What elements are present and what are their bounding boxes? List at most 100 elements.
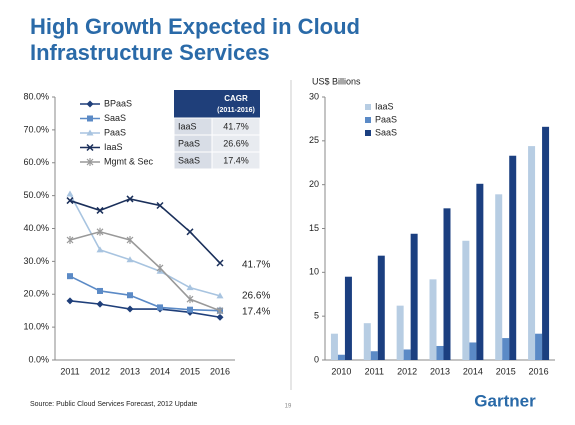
marker	[186, 295, 194, 304]
bar	[495, 194, 503, 360]
x-tick-label: 2014	[150, 366, 170, 376]
line	[69, 193, 221, 297]
legend-label: IaaS	[375, 101, 394, 111]
y-tick-label: 0	[314, 354, 319, 364]
bar	[337, 354, 345, 360]
legend-label: PaaS	[375, 114, 397, 124]
y-tick-label: 20	[309, 179, 319, 189]
line	[69, 300, 221, 319]
y-axis-label: US$ Billions	[312, 76, 361, 86]
y-tick-label: 70.0%	[23, 124, 49, 134]
bar	[535, 333, 543, 360]
logo: Gartner	[474, 391, 536, 410]
y-tick-label: 25	[309, 135, 319, 145]
bar	[396, 305, 404, 360]
source: Source: Public Cloud Services Forecast, …	[30, 401, 197, 408]
x-tick-label: 2010	[331, 366, 351, 376]
bar	[509, 155, 517, 360]
bar	[443, 208, 451, 360]
marker	[66, 297, 74, 305]
table-text: SaaS	[178, 155, 200, 165]
table-cell	[211, 151, 261, 170]
y-tick-label: 30.0%	[23, 256, 49, 266]
y-tick-label: 40.0%	[23, 223, 49, 233]
marker	[86, 158, 94, 166]
marker	[216, 306, 224, 315]
x-tick-label: 2013	[430, 366, 450, 376]
page-number: 19	[285, 404, 292, 410]
marker	[126, 195, 134, 203]
bar	[469, 342, 477, 360]
marker	[156, 201, 164, 210]
x-tick-label: 2012	[397, 366, 417, 376]
legend-label: PaaS	[104, 127, 126, 137]
bar	[476, 183, 484, 360]
marker	[96, 227, 104, 236]
bar	[377, 255, 385, 360]
y-tick-label: 20.0%	[23, 289, 49, 299]
slide-title: High Growth Expected in Cloud	[30, 14, 360, 39]
slide-title: Infrastructure Services	[30, 40, 270, 65]
marker	[186, 284, 194, 291]
x-tick-label: 2011	[60, 366, 79, 376]
legend-swatch	[365, 104, 371, 110]
bar	[363, 323, 371, 360]
marker	[86, 143, 94, 152]
marker	[66, 197, 74, 205]
legend-label: BPaaS	[104, 98, 132, 108]
line	[69, 230, 221, 312]
legend-swatch	[365, 117, 371, 123]
marker	[186, 228, 194, 236]
table-text: 41.7%	[223, 121, 249, 131]
bar	[344, 276, 352, 360]
marker	[126, 305, 134, 313]
bar	[330, 333, 338, 360]
bar	[462, 240, 470, 360]
bar	[403, 349, 411, 360]
y-tick-label: 10.0%	[23, 322, 49, 332]
annotation: 17.4%	[242, 307, 270, 318]
annotation: 41.7%	[242, 260, 270, 271]
bar	[502, 338, 510, 360]
table-text: 17.4%	[223, 155, 249, 165]
x-tick-label: 2016	[529, 366, 549, 376]
y-tick-label: 30	[309, 91, 319, 101]
y-tick-label: 5	[314, 311, 319, 321]
y-tick-label: 0.0%	[28, 354, 49, 364]
marker	[96, 246, 104, 253]
x-tick-label: 2014	[463, 366, 483, 376]
marker	[187, 306, 193, 313]
marker	[96, 206, 104, 214]
annotation: 26.6%	[242, 291, 270, 302]
marker	[126, 236, 134, 245]
bar	[528, 146, 536, 360]
marker	[156, 263, 164, 272]
x-tick-label: 2015	[180, 366, 200, 376]
marker	[87, 115, 93, 122]
marker	[66, 236, 74, 245]
legend-label: SaaS	[375, 127, 397, 137]
bar	[370, 351, 378, 360]
legend-swatch	[365, 130, 371, 136]
table-text: IaaS	[178, 121, 197, 131]
table-text: PaaS	[178, 138, 200, 148]
legend-label: IaaS	[104, 142, 123, 152]
bar	[410, 233, 418, 360]
line	[69, 198, 221, 264]
x-tick-label: 2016	[210, 366, 230, 376]
line	[69, 275, 221, 312]
y-tick-label: 15	[309, 223, 319, 233]
y-tick-label: 60.0%	[23, 157, 49, 167]
y-tick-label: 80.0%	[23, 91, 49, 101]
marker	[127, 292, 133, 299]
x-tick-label: 2011	[365, 366, 384, 376]
table-header-text: CAGR	[224, 94, 248, 103]
y-tick-label: 10	[309, 267, 319, 277]
marker	[126, 256, 134, 263]
y-tick-label: 50.0%	[23, 190, 49, 200]
marker	[66, 190, 74, 197]
marker	[86, 129, 94, 136]
marker	[97, 287, 103, 294]
marker	[216, 259, 224, 267]
